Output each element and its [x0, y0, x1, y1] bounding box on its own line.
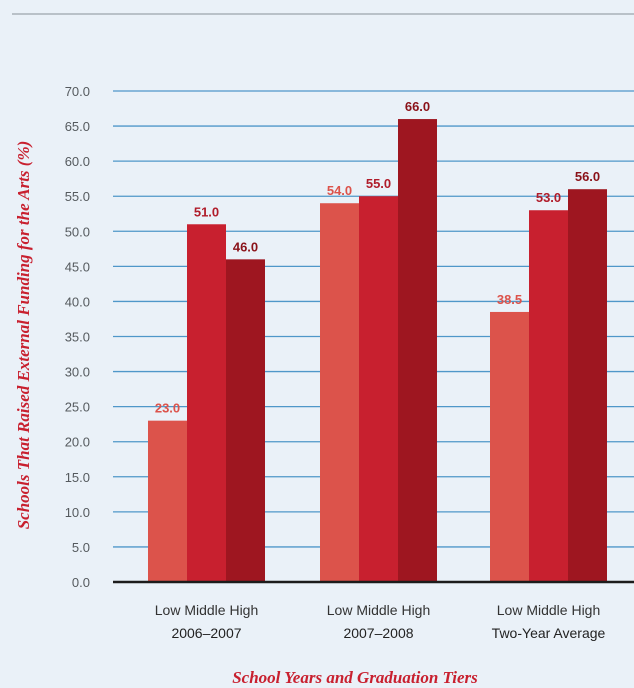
- bar: [568, 189, 607, 582]
- y-tick-label: 35.0: [65, 330, 90, 345]
- data-label: 56.0: [575, 169, 600, 184]
- y-tick-label: 5.0: [72, 540, 90, 555]
- y-tick-label: 10.0: [65, 505, 90, 520]
- data-label: 53.0: [536, 190, 561, 205]
- data-label: 66.0: [405, 99, 430, 114]
- data-label: 38.5: [497, 292, 522, 307]
- data-label: 55.0: [366, 176, 391, 191]
- bar: [490, 311, 529, 582]
- bar: [226, 259, 265, 582]
- y-tick-label: 0.0: [72, 575, 90, 590]
- y-axis-title: Schools That Raised External Funding for…: [14, 141, 33, 530]
- y-tick-label: 30.0: [65, 365, 90, 380]
- y-tick-label: 20.0: [65, 435, 90, 450]
- y-tick-label: 40.0: [65, 294, 90, 309]
- y-tick-label: 25.0: [65, 400, 90, 415]
- tier-label: Low Middle High: [327, 602, 431, 618]
- data-label: 51.0: [194, 204, 219, 219]
- group-label: 2006–2007: [171, 625, 241, 641]
- bar: [359, 196, 398, 582]
- data-label: 54.0: [327, 183, 352, 198]
- y-tick-label: 65.0: [65, 119, 90, 134]
- group-label: 2007–2008: [343, 625, 413, 641]
- tier-label: Low Middle High: [497, 602, 601, 618]
- y-tick-label: 50.0: [65, 224, 90, 239]
- data-label: 23.0: [155, 401, 180, 416]
- top-rule: [12, 13, 634, 15]
- bar: [398, 119, 437, 583]
- bar: [529, 210, 568, 582]
- bar: [187, 224, 226, 582]
- x-axis-title: School Years and Graduation Tiers: [232, 668, 478, 687]
- y-tick-label: 55.0: [65, 189, 90, 204]
- bar: [320, 203, 359, 582]
- y-tick-label: 15.0: [65, 470, 90, 485]
- group-label: Two-Year Average: [492, 625, 606, 641]
- data-label: 46.0: [233, 239, 258, 254]
- tier-label: Low Middle High: [155, 602, 259, 618]
- y-tick-label: 70.0: [65, 84, 90, 99]
- bar: [148, 420, 187, 582]
- y-tick-label: 60.0: [65, 154, 90, 169]
- y-tick-label: 45.0: [65, 259, 90, 274]
